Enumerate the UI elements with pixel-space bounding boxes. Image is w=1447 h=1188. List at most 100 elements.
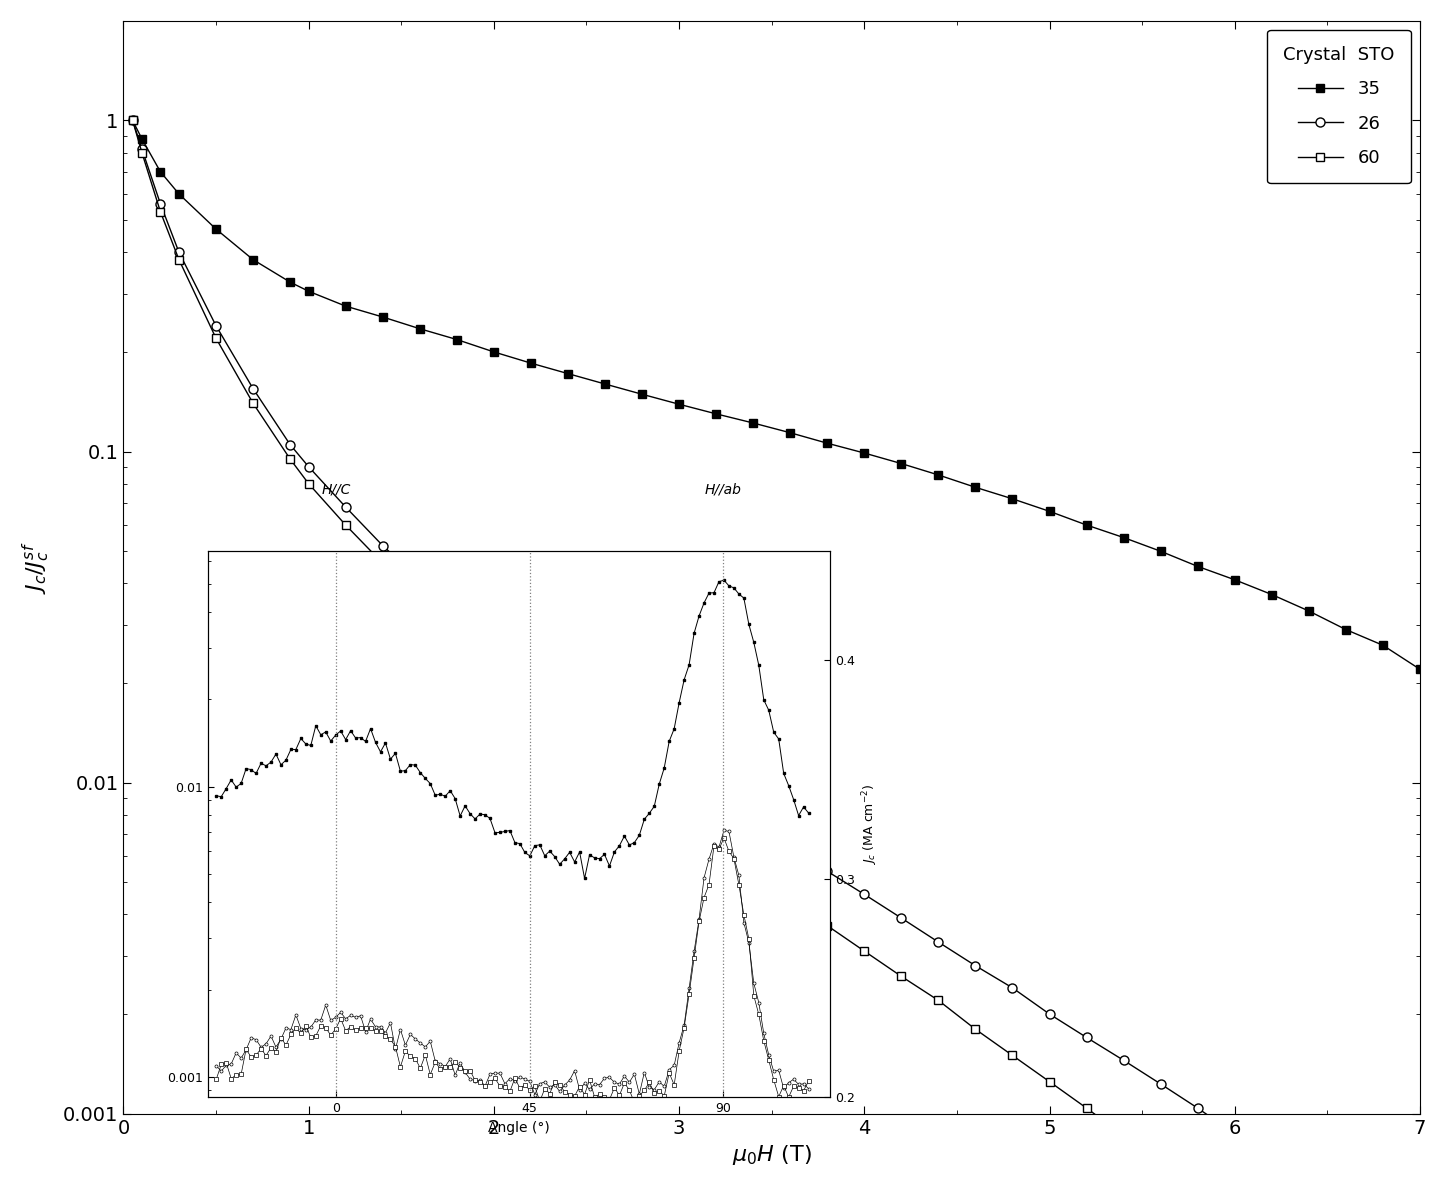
60 (893, 969, 910, 984)
60 (1040, 1074, 1058, 1088)
60 (1189, 1180, 1207, 1188)
Line: 26: 26 (129, 116, 1424, 1188)
26 (781, 840, 799, 854)
26 (967, 959, 984, 973)
26 (337, 500, 355, 514)
60 (133, 145, 150, 159)
Legend: 35, 26, 60: 35, 26, 60 (1268, 30, 1411, 183)
60 (281, 451, 298, 466)
35 (522, 356, 540, 371)
35 (124, 113, 142, 127)
26 (522, 662, 540, 676)
35 (930, 468, 948, 482)
Line: 35: 35 (129, 116, 1424, 674)
26 (893, 911, 910, 925)
35 (411, 322, 428, 336)
60 (1152, 1154, 1169, 1168)
35 (207, 222, 224, 236)
60 (930, 993, 948, 1007)
35 (1263, 587, 1281, 601)
35 (152, 165, 169, 179)
60 (485, 656, 502, 670)
26 (1189, 1101, 1207, 1116)
35 (1226, 573, 1243, 587)
26 (171, 245, 188, 259)
60 (781, 890, 799, 904)
60 (1078, 1101, 1095, 1116)
26 (670, 769, 687, 783)
35 (449, 333, 466, 347)
26 (281, 437, 298, 451)
26 (1226, 1126, 1243, 1140)
35 (281, 274, 298, 289)
35 (1040, 504, 1058, 518)
60 (522, 691, 540, 706)
26 (300, 460, 317, 474)
26 (1040, 1007, 1058, 1022)
35 (1337, 623, 1354, 637)
26 (373, 538, 391, 552)
60 (337, 518, 355, 532)
26 (855, 887, 873, 902)
35 (967, 480, 984, 494)
26 (207, 318, 224, 333)
26 (596, 718, 614, 732)
60 (373, 556, 391, 570)
Y-axis label: $J_c/J_c^{sf}$: $J_c/J_c^{sf}$ (20, 541, 52, 594)
60 (245, 396, 262, 410)
26 (1116, 1054, 1133, 1068)
35 (670, 397, 687, 411)
35 (171, 187, 188, 201)
60 (411, 592, 428, 606)
35 (596, 377, 614, 391)
X-axis label: $\mu_0 H$ (T): $\mu_0 H$ (T) (732, 1143, 812, 1167)
Line: 60: 60 (129, 116, 1424, 1188)
35 (485, 345, 502, 359)
35 (855, 446, 873, 460)
35 (1078, 518, 1095, 532)
35 (245, 253, 262, 267)
35 (634, 387, 651, 402)
26 (819, 864, 836, 878)
60 (819, 918, 836, 933)
35 (559, 366, 576, 380)
60 (670, 808, 687, 822)
60 (708, 835, 725, 849)
26 (1301, 1177, 1318, 1188)
60 (152, 204, 169, 219)
35 (337, 299, 355, 314)
35 (1116, 530, 1133, 544)
26 (133, 141, 150, 156)
35 (708, 406, 725, 421)
35 (1152, 544, 1169, 558)
26 (152, 197, 169, 211)
60 (207, 331, 224, 346)
Y-axis label: $J_c$ (MA cm$^{-2}$): $J_c$ (MA cm$^{-2}$) (861, 783, 880, 865)
60 (634, 778, 651, 792)
35 (300, 284, 317, 298)
35 (373, 310, 391, 324)
35 (1004, 492, 1022, 506)
35 (133, 132, 150, 146)
60 (1116, 1129, 1133, 1143)
26 (1152, 1076, 1169, 1091)
26 (449, 604, 466, 618)
60 (449, 623, 466, 637)
35 (1375, 638, 1392, 652)
60 (559, 718, 576, 732)
60 (300, 476, 317, 491)
26 (559, 691, 576, 706)
60 (855, 944, 873, 959)
26 (411, 573, 428, 587)
26 (634, 744, 651, 758)
26 (1004, 981, 1022, 996)
35 (1411, 662, 1428, 676)
26 (744, 817, 761, 832)
26 (708, 794, 725, 808)
35 (1189, 560, 1207, 574)
60 (171, 253, 188, 267)
26 (1263, 1152, 1281, 1167)
35 (819, 436, 836, 450)
26 (1078, 1030, 1095, 1044)
26 (930, 935, 948, 949)
